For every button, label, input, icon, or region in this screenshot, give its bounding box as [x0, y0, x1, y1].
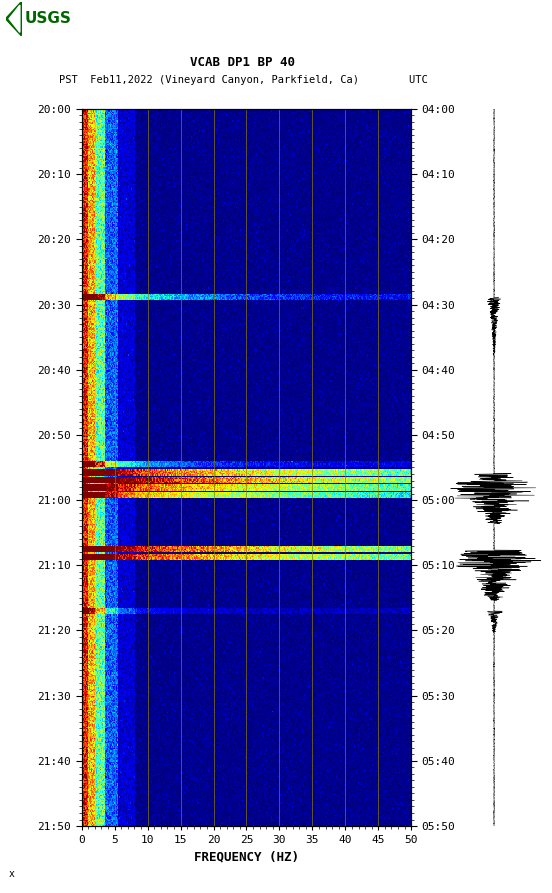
Text: x: x: [8, 869, 14, 879]
Polygon shape: [6, 2, 22, 36]
Text: PST  Feb11,2022 (Vineyard Canyon, Parkfield, Ca)        UTC: PST Feb11,2022 (Vineyard Canyon, Parkfie…: [59, 75, 427, 86]
Text: VCAB DP1 BP 40: VCAB DP1 BP 40: [190, 56, 295, 69]
Polygon shape: [9, 5, 20, 32]
X-axis label: FREQUENCY (HZ): FREQUENCY (HZ): [194, 851, 299, 864]
Text: USGS: USGS: [24, 12, 71, 26]
